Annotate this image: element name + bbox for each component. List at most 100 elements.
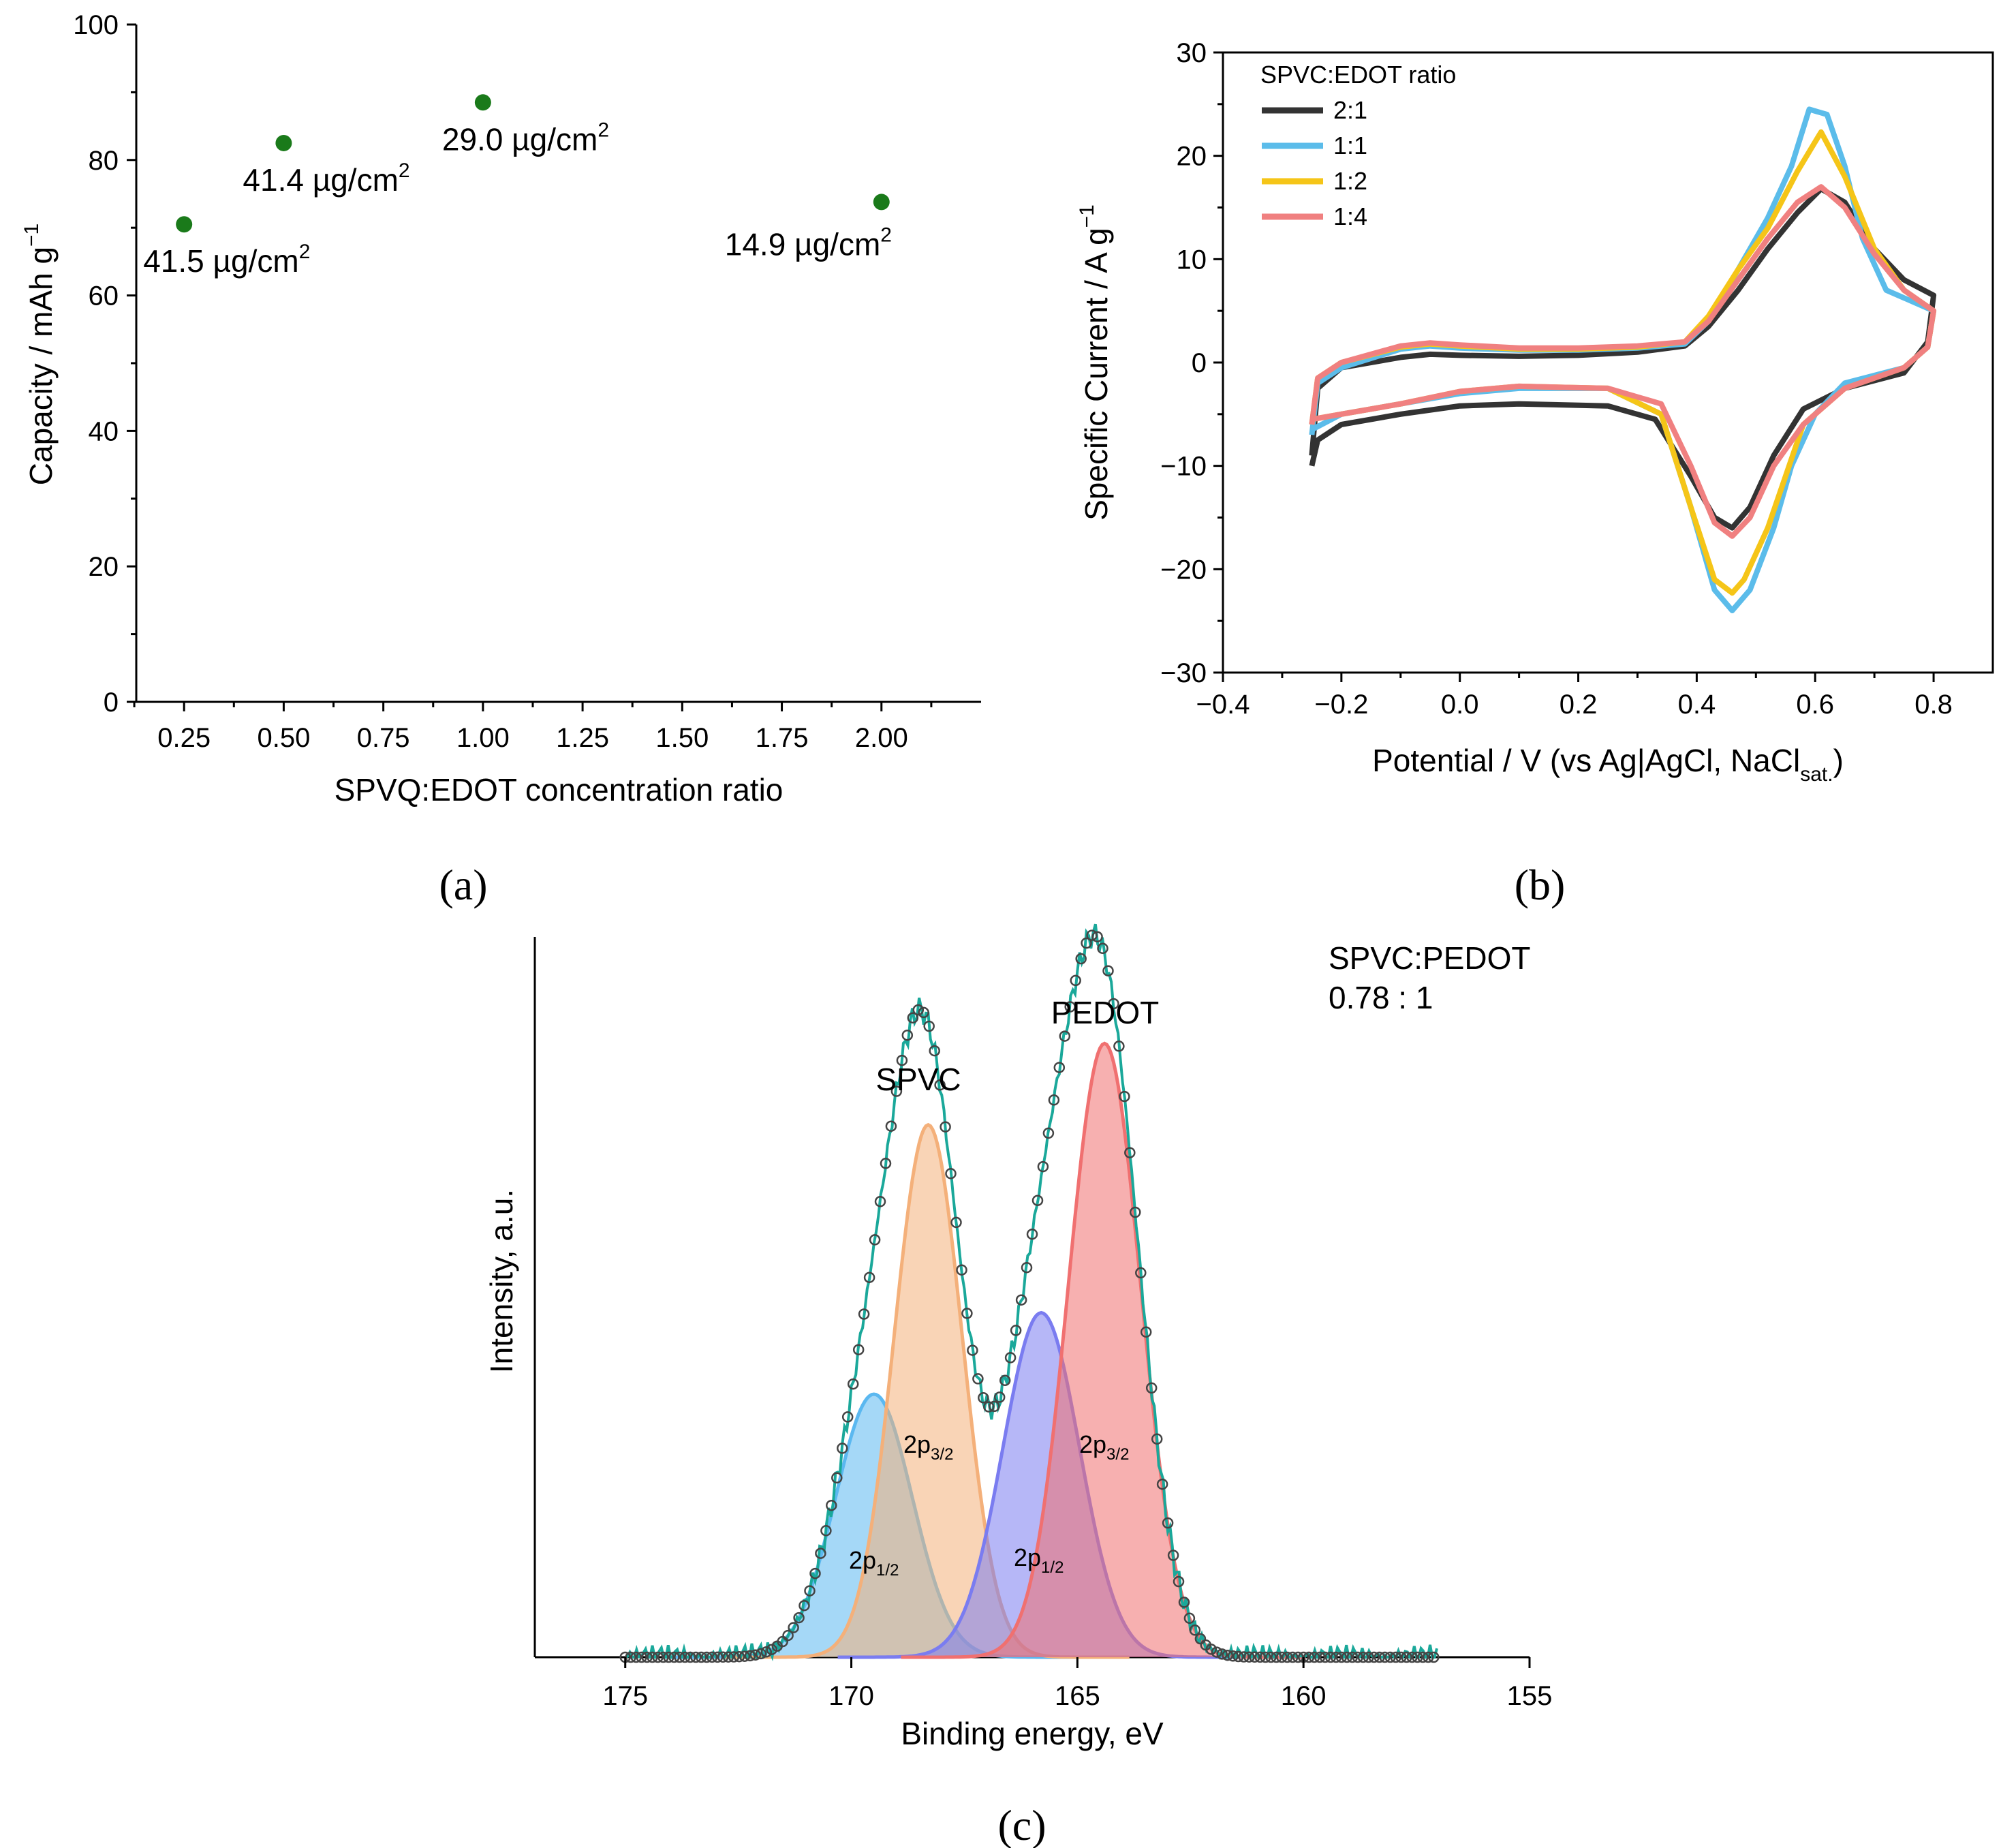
xps-data-point	[717, 1651, 729, 1663]
xps-data-point	[739, 1650, 751, 1662]
xps-data-point	[674, 1651, 685, 1663]
capacity-point-label-sup: 2	[598, 119, 609, 141]
capacity-point-label-main: 29.0 µg/cm	[442, 121, 598, 157]
xps-data-point	[1249, 1651, 1260, 1663]
xps-data-point	[749, 1649, 762, 1661]
panel-a-ticks: 0.25 0.50 0.75 1.00 1.25 1.50 1.75 2.00 0 20 40 60 8…	[73, 10, 933, 753]
xps-data-point	[1151, 1433, 1163, 1445]
xps-data-point	[1265, 1651, 1277, 1663]
legend-label-2-1: 2:1	[1333, 96, 1367, 124]
b-y-tick-label: −20	[1160, 555, 1207, 585]
a-y-tick-label: 100	[73, 10, 119, 40]
capacity-point-label: 41.4 µg/cm2	[243, 159, 409, 198]
xps-data-point	[663, 1651, 674, 1663]
xps-data-point	[1238, 1651, 1250, 1663]
xps-data-point	[912, 1004, 925, 1016]
xps-data-point	[993, 1391, 1006, 1403]
xps-data-point	[1119, 1090, 1130, 1103]
panel-b-legend: SPVC:EDOT ratio 2:1 1:1 1:2 1:4	[1260, 61, 1456, 230]
xps-data-point	[1254, 1651, 1266, 1663]
xps-data-point	[1091, 931, 1103, 942]
xps-data-point	[1412, 1651, 1423, 1663]
xps-data-point	[841, 1411, 854, 1423]
annot-ratio-title: SPVC:PEDOT	[1329, 940, 1531, 976]
capacity-point-label: 41.5 µg/cm2	[143, 241, 310, 279]
xps-data-point	[1319, 1651, 1331, 1663]
xps-data-point	[1004, 1352, 1017, 1364]
xps-data-point	[1053, 1062, 1066, 1073]
b-x-tick-label: 0.0	[1441, 690, 1479, 720]
xps-data-point	[940, 1121, 951, 1133]
xps-data-point	[1183, 1612, 1196, 1624]
xps-data-point	[657, 1651, 669, 1663]
panel-a-x-title: SPVQ:EDOT concentration ratio	[335, 772, 784, 807]
label-spvc-2p12-sub: 1/2	[876, 1561, 899, 1580]
a-x-tick-label: 1.25	[556, 723, 609, 753]
panel-c-envelope	[625, 923, 1438, 1661]
xps-data-point	[874, 1196, 886, 1207]
xps-data-point	[728, 1651, 740, 1663]
panel-c-data-points	[619, 929, 1440, 1663]
label-spvc-2p32: 2p3/2	[903, 1430, 953, 1464]
panel-a-y-title-main: Capacity / mAh g	[23, 247, 59, 485]
xps-data-point	[967, 1344, 978, 1356]
a-y-tick-label: 40	[89, 416, 119, 446]
xps-data-point	[852, 1344, 865, 1355]
xps-data-point	[700, 1651, 713, 1663]
xps-data-point	[804, 1585, 816, 1597]
label-spvc-2p12: 2p1/2	[849, 1546, 899, 1580]
c-x-tick-label: 160	[1281, 1681, 1327, 1711]
b-x-tick-label: −0.4	[1196, 690, 1250, 720]
panel-a-y-title-sup: −1	[20, 224, 43, 247]
xps-data-point	[1059, 1030, 1071, 1042]
xps-data-point	[1173, 1575, 1185, 1588]
panel-b-x-title-main: Potential / V (vs Ag|AgCl, NaCl	[1372, 743, 1800, 778]
xps-data-point	[831, 1472, 843, 1484]
xps-data-point	[630, 1651, 642, 1663]
xps-data-point	[923, 1020, 935, 1032]
xps-data-point	[722, 1651, 734, 1663]
xps-data-point	[885, 1120, 897, 1132]
capacity-point	[873, 194, 890, 211]
panel-c-x-title: Binding energy, eV	[901, 1716, 1164, 1751]
xps-data-point	[1064, 1001, 1076, 1013]
xps-data-point	[815, 1547, 826, 1559]
capacity-point	[275, 134, 292, 151]
panel-c-ticks: 175 170 165 160 155	[602, 1657, 1552, 1711]
xps-data-point	[1211, 1646, 1223, 1658]
xps-data-point	[1276, 1651, 1288, 1663]
xps-data-point	[880, 1158, 892, 1169]
xps-data-point	[809, 1567, 821, 1580]
c-x-tick-label: 165	[1055, 1681, 1100, 1711]
annot-ratio-value: 0.78 : 1	[1329, 980, 1433, 1015]
xps-data-point	[837, 1443, 848, 1454]
panel-b-label: (b)	[1515, 861, 1566, 909]
xps-data-point	[744, 1650, 756, 1662]
xps-data-point	[690, 1651, 702, 1663]
xps-data-point	[1368, 1651, 1380, 1663]
xps-data-point	[1097, 942, 1108, 955]
xps-data-point	[858, 1308, 870, 1320]
b-y-tick-label: 20	[1177, 142, 1207, 172]
a-x-tick-label: 0.50	[257, 723, 310, 753]
xps-data-point	[1140, 1326, 1152, 1338]
a-x-tick-label: 1.75	[756, 723, 809, 753]
xps-data-point	[1271, 1651, 1282, 1663]
a-x-tick-label: 1.00	[456, 723, 510, 753]
xps-data-point	[896, 1054, 908, 1066]
xps-data-point	[1048, 1094, 1060, 1106]
a-x-tick-label: 0.75	[357, 723, 410, 753]
panel-c-xps-chart: 175 170 165 160 155 SPVC PEDOT SPVC:PEDOT 0.…	[484, 923, 1552, 1848]
cv-curve-1-4	[1309, 184, 1937, 539]
xps-data-point	[1037, 1160, 1049, 1173]
fit-envelope	[625, 923, 1438, 1661]
xps-data-point	[793, 1612, 805, 1624]
xps-data-point	[1390, 1651, 1401, 1663]
xps-data-point	[1021, 1261, 1033, 1274]
xps-data-point	[1086, 929, 1098, 941]
capacity-point-label: 29.0 µg/cm2	[442, 119, 609, 157]
xps-data-point	[1232, 1650, 1244, 1663]
xps-data-point	[950, 1216, 962, 1229]
annot-pedot: PEDOT	[1051, 995, 1159, 1030]
